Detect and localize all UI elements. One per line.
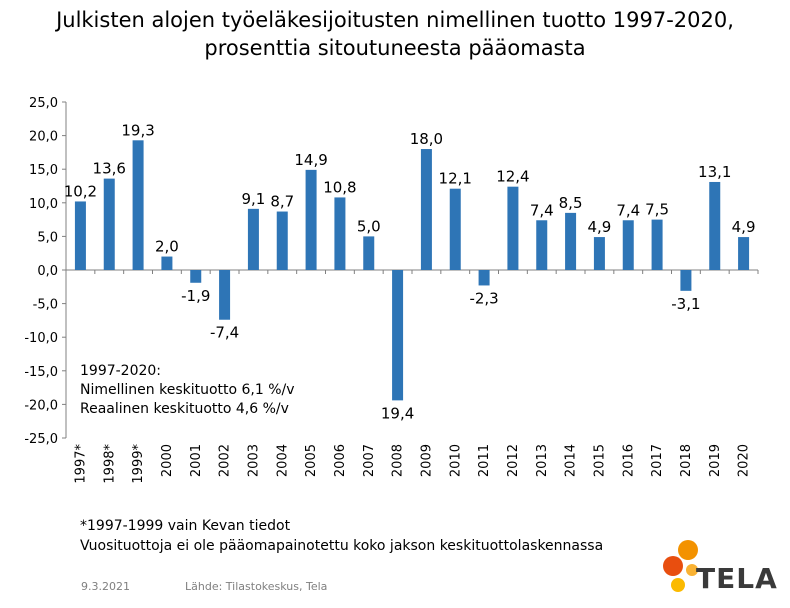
data-label: -7,4 [210,324,239,342]
x-tick-label: 2000 [160,444,175,477]
data-label: -1,9 [181,287,210,305]
bar [74,201,86,270]
data-label: 4,9 [732,218,756,236]
data-label: 5,0 [357,217,381,235]
bar [305,169,317,270]
bar [420,149,432,270]
x-tick-label: 2007 [362,444,377,477]
tela-logo: TELA [662,540,777,602]
data-label: 4,9 [587,218,611,236]
data-label: 12,1 [439,170,472,188]
data-label: 10,8 [323,178,356,196]
note-real-average: Reaalinen keskituotto 4,6 %/v [80,401,289,417]
x-tick-label: 2012 [506,444,521,477]
x-tick-label: 2003 [246,444,261,477]
x-tick-label: 2010 [448,444,463,477]
x-tick-label: 1999* [131,444,146,484]
data-label: 19,4 [381,404,414,422]
bar [161,256,173,270]
data-label: 9,1 [241,190,265,208]
y-tick-label: -15,0 [24,365,58,380]
y-tick-label: 10,0 [29,197,58,212]
data-label: 8,7 [270,193,294,211]
bar [392,270,404,401]
bar [709,181,721,270]
tela-logo-text: TELA [696,562,778,595]
note-period: 1997-2020: [80,363,162,379]
data-label: 13,6 [93,160,126,178]
data-label: 7,4 [530,201,554,219]
footnotes: *1997-1999 vain Kevan tiedot Vuosituotto… [80,516,603,556]
bar [449,188,461,270]
y-tick-label: 20,0 [29,130,58,145]
x-tick-label: 2008 [391,444,406,477]
bar [593,237,605,270]
bar [536,220,548,270]
data-label: 7,5 [645,201,669,219]
bar [103,178,115,270]
bar [738,237,750,270]
bar [132,140,144,270]
chart-title-line1: Julkisten alojen työeläkesijoitusten nim… [56,8,734,32]
y-tick-label: -25,0 [24,432,58,447]
y-tick-label: -10,0 [24,331,58,346]
x-tick-label: 2018 [679,444,694,477]
bar [478,270,490,286]
x-tick-label: 2001 [189,444,204,477]
data-label: 8,5 [559,194,583,212]
footnote-kevan: *1997-1999 vain Kevan tiedot [80,518,291,534]
data-label: 2,0 [155,238,179,256]
average-returns-note: 1997-2020: Nimellinen keskituotto 6,1 %/… [80,362,295,419]
x-tick-label: 2002 [218,444,233,477]
bar [334,197,346,270]
y-tick-label: 15,0 [29,163,58,178]
x-tick-label: 2020 [737,444,752,477]
x-tick-label: 2014 [564,444,579,477]
bar [363,236,375,270]
x-tick-label: 2017 [650,444,665,477]
y-tick-label: 0,0 [37,264,58,279]
x-tick-label: 2013 [535,444,550,477]
data-label: -3,1 [671,295,700,313]
bar [622,220,634,270]
bar [219,270,231,320]
data-label: 12,4 [496,168,529,186]
data-label: 7,4 [616,201,640,219]
chart-title: Julkisten alojen työeläkesijoitusten nim… [0,6,790,62]
x-tick-label: 2015 [592,444,607,477]
data-label: 14,9 [294,151,327,169]
y-tick-label: 25,0 [29,96,58,111]
bar [680,270,692,291]
bar [651,219,663,270]
x-tick-label: 2004 [275,444,290,477]
x-tick-label: 1998* [102,444,117,484]
data-label: 13,1 [698,163,731,181]
bar [276,211,288,270]
bar [565,212,577,270]
x-tick-label: 2005 [304,444,319,477]
data-label: 10,2 [64,182,97,200]
bar [507,186,519,270]
note-nominal-average: Nimellinen keskituotto 6,1 %/v [80,382,295,398]
x-tick-label: 1997* [73,444,88,484]
x-tick-label: 2016 [621,444,636,477]
tela-logo-dots-icon [663,540,698,592]
bar [247,208,259,270]
footnote-weighting: Vuosituottoja ei ole pääomapainotettu ko… [80,538,604,554]
x-tick-label: 2006 [333,444,348,477]
x-tick-label: 2011 [477,444,492,477]
x-tick-label: 2009 [419,444,434,477]
chart-title-line2: prosenttia sitoutuneesta pääomasta [204,36,586,60]
bar [190,270,202,283]
slide-date: 9.3.2021 [81,580,130,593]
y-tick-label: 5,0 [37,230,58,245]
source-text: Lähde: Tilastokeskus, Tela [185,580,328,593]
data-label: 18,0 [410,130,443,148]
data-label: 19,3 [121,121,154,139]
x-tick-label: 2019 [708,444,723,477]
y-tick-label: -5,0 [33,298,58,313]
data-label: -2,3 [469,289,498,307]
y-tick-label: -20,0 [24,398,58,413]
